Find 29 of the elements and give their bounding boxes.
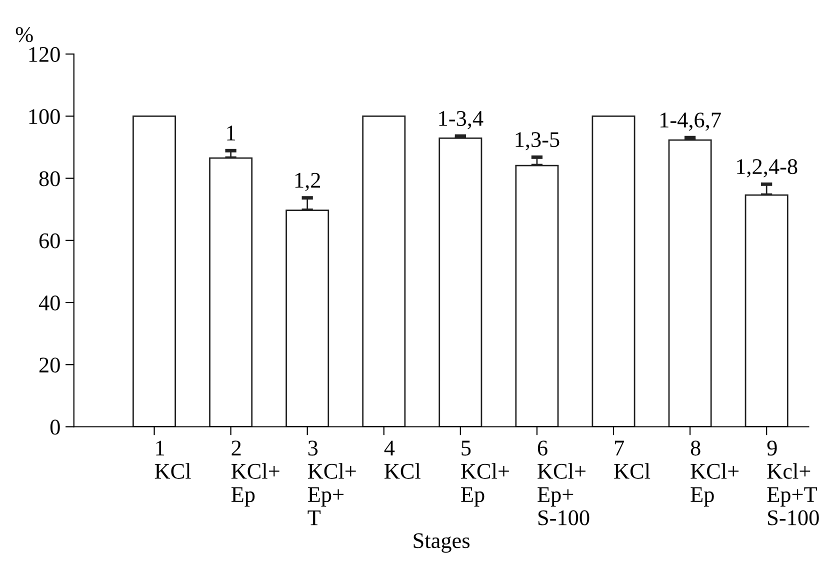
x-tick-label: 4 KCl <box>384 440 420 479</box>
x-tick-label: 3 KCl+ Ep+ T <box>308 440 356 526</box>
y-tick-label: 40 <box>38 295 60 310</box>
y-tick-label: 0 <box>50 420 60 435</box>
annotation: 1,2 <box>295 172 320 191</box>
y-tick-label: 60 <box>39 233 60 248</box>
x-tick-label: 5 KCl+ Ep <box>461 440 509 507</box>
y-axis-title: % <box>16 27 33 42</box>
y-tick-label: 120 <box>29 46 60 62</box>
annotation: 1,2,4-8 <box>737 159 798 178</box>
x-tick-label: 1 KCl <box>154 440 191 479</box>
x-tick-label: 7 KCl <box>614 440 650 479</box>
x-tick-label: 2 KCl+ Ep <box>231 440 280 507</box>
annotation: 1-3,4 <box>439 111 484 130</box>
y-tick-label: 100 <box>29 109 60 124</box>
x-tick-label: 9 Kcl+ Ep+T S-100 <box>767 440 819 526</box>
bar <box>132 115 176 427</box>
annotation: 1-4,6,7 <box>660 112 721 131</box>
x-axis-title: Stages <box>414 533 470 553</box>
bar <box>362 115 406 427</box>
annotation: 1,3-5 <box>516 132 560 150</box>
bar <box>438 138 482 427</box>
y-tick-label: 80 <box>39 171 60 186</box>
bar <box>668 139 712 427</box>
annotation: 1 <box>227 126 236 140</box>
bar <box>592 115 636 427</box>
x-tick-label: 8 KCl+ Ep <box>690 440 739 507</box>
y-tick-label: 20 <box>39 358 60 373</box>
x-tick-label: 6 KCl+ Ep+ S-100 <box>538 440 590 526</box>
